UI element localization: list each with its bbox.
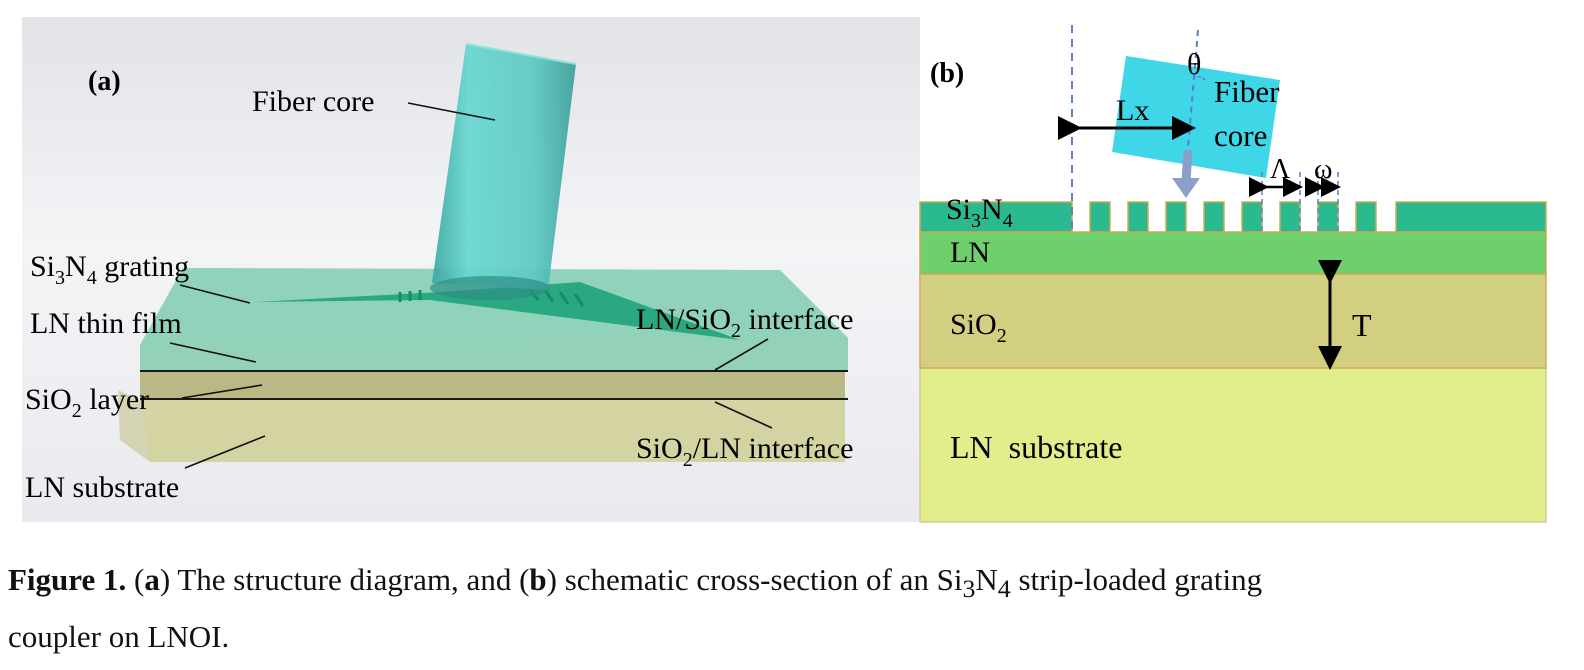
label-ln-thin-film: LN thin film (30, 307, 182, 340)
caption-line-1: Figure 1. (a) The structure diagram, and… (8, 556, 1568, 613)
caption-subscript: 3 (962, 574, 975, 603)
panel-a-tag: (a) (88, 66, 121, 97)
label-fiber-core: Fiber core (252, 85, 374, 118)
figure-caption: Figure 1. (a) The structure diagram, and… (8, 556, 1568, 661)
caption-text: ) The structure diagram, and ( (160, 562, 530, 597)
layer-ln (920, 232, 1546, 274)
label-theta: θ (1187, 48, 1201, 81)
label-lambda: Λ (1270, 154, 1291, 185)
layer-sio2 (920, 274, 1546, 368)
label-ln-substrate-b: LN substrate (950, 429, 1122, 465)
panel-b-tag: (b) (930, 58, 964, 89)
label-ln: LN (950, 236, 990, 269)
sio2-layer-block (140, 372, 845, 400)
caption-subscript: 4 (998, 574, 1011, 603)
label-t: T (1352, 307, 1372, 343)
caption-panel-a-ref: a (144, 562, 160, 597)
caption-text: N (975, 562, 997, 597)
caption-text: strip-loaded grating (1011, 562, 1262, 597)
label-core: core (1214, 118, 1267, 153)
caption-text: ( (126, 562, 144, 597)
label-omega: ω (1314, 154, 1332, 185)
figure-1: (a) (0, 0, 1584, 540)
label-fiber: Fiber (1214, 74, 1280, 109)
panel-b: (b) (920, 17, 1550, 522)
label-ln-substrate: LN substrate (25, 471, 179, 504)
caption-label: Figure 1. (8, 562, 126, 597)
caption-line-2: coupler on LNOI. (8, 613, 1568, 661)
panel-a: (a) (22, 17, 920, 522)
caption-panel-b-ref: b (529, 562, 546, 597)
caption-text: ) schematic cross-section of an Si (547, 562, 963, 597)
label-lx: Lx (1116, 94, 1149, 127)
